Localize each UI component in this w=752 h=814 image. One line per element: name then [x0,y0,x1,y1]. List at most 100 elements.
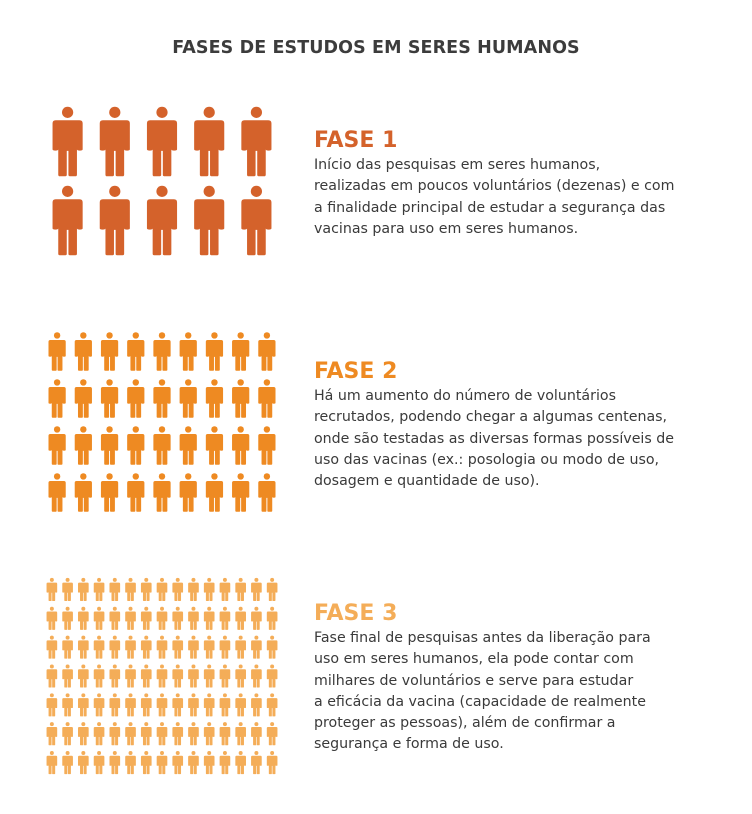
person-body [188,640,199,659]
person-icon [46,577,58,601]
person-head [128,606,133,611]
person-head [270,693,275,698]
person-head [191,751,196,755]
person-icon [266,693,278,717]
person-body [156,669,168,688]
person-body [179,339,197,371]
person-head [65,693,70,698]
person-icon [258,473,276,512]
person-head [175,635,180,640]
person-head [254,664,259,669]
person-icon [241,185,272,256]
person-icon [78,693,89,717]
person-icon [156,577,168,601]
person-icon [153,379,171,418]
phase-3-description: Fase final de pesquisas antes da liberaç… [314,630,651,753]
person-head [97,577,102,582]
person-icon [125,693,136,717]
person-head [254,577,259,582]
person-head [112,693,117,698]
person-head [270,722,275,727]
person-body [93,640,105,659]
person-head [128,635,133,640]
person-body [172,698,184,717]
phase-1-description: Início das pesquisas em seres humanos, r… [314,157,675,237]
person-icon [232,473,250,512]
person-icon [78,606,89,630]
person-icon [62,635,73,659]
person-head [53,473,61,480]
person-head [144,606,149,611]
person-head [263,473,271,480]
person-icon [179,426,197,465]
person-body [232,480,250,512]
person-head [254,635,259,640]
person-icon [203,606,215,630]
person-body [235,582,246,601]
person-head [254,693,259,698]
person-icon [219,606,231,630]
person-head [211,473,218,480]
person-head [97,722,102,727]
person-icon [266,577,278,601]
person-head [65,635,70,640]
person-body [93,726,105,746]
person-body [188,669,199,688]
person-body [251,582,262,601]
person-icon [109,664,121,688]
person-body [266,640,278,659]
person-icon [258,379,276,418]
person-head [65,606,70,611]
person-icon [78,635,89,659]
person-body [46,698,58,717]
person-body [78,669,89,688]
person-icon [109,635,121,659]
person-body [74,339,92,371]
person-body [203,755,215,775]
person-head [132,379,139,386]
person-icon [127,426,145,465]
person-head [49,577,54,582]
person-body [194,199,225,256]
person-icon [232,332,250,371]
person-head [81,606,86,611]
person-head [156,185,168,197]
person-head [191,664,196,669]
person-head [81,751,86,755]
person-head [207,751,212,755]
person-body [203,698,215,717]
person-body [140,726,152,746]
person-head [97,606,102,611]
person-body [266,669,278,688]
person-head [144,635,149,640]
person-body [172,611,184,630]
person-icon [251,635,262,659]
person-body [219,611,231,630]
person-head [132,332,139,339]
person-icon [188,635,199,659]
person-icon [205,426,224,465]
person-icon [125,606,136,630]
person-head [254,722,259,727]
person-icon [140,664,152,688]
person-body [100,433,119,465]
person-body [219,726,231,746]
person-icon [172,635,184,659]
person-body [188,755,199,775]
person-body [188,698,199,717]
person-icon [93,751,105,775]
person-body [251,640,262,659]
person-head [270,664,275,669]
person-head [132,473,139,480]
person-body [78,640,89,659]
person-body [219,640,231,659]
person-body [156,698,168,717]
person-head [263,426,271,433]
person-head [112,751,117,755]
person-body [140,611,152,630]
person-head [160,693,164,698]
person-body [219,755,231,775]
person-body [172,640,184,659]
person-icon [109,751,121,775]
person-head [222,751,227,755]
